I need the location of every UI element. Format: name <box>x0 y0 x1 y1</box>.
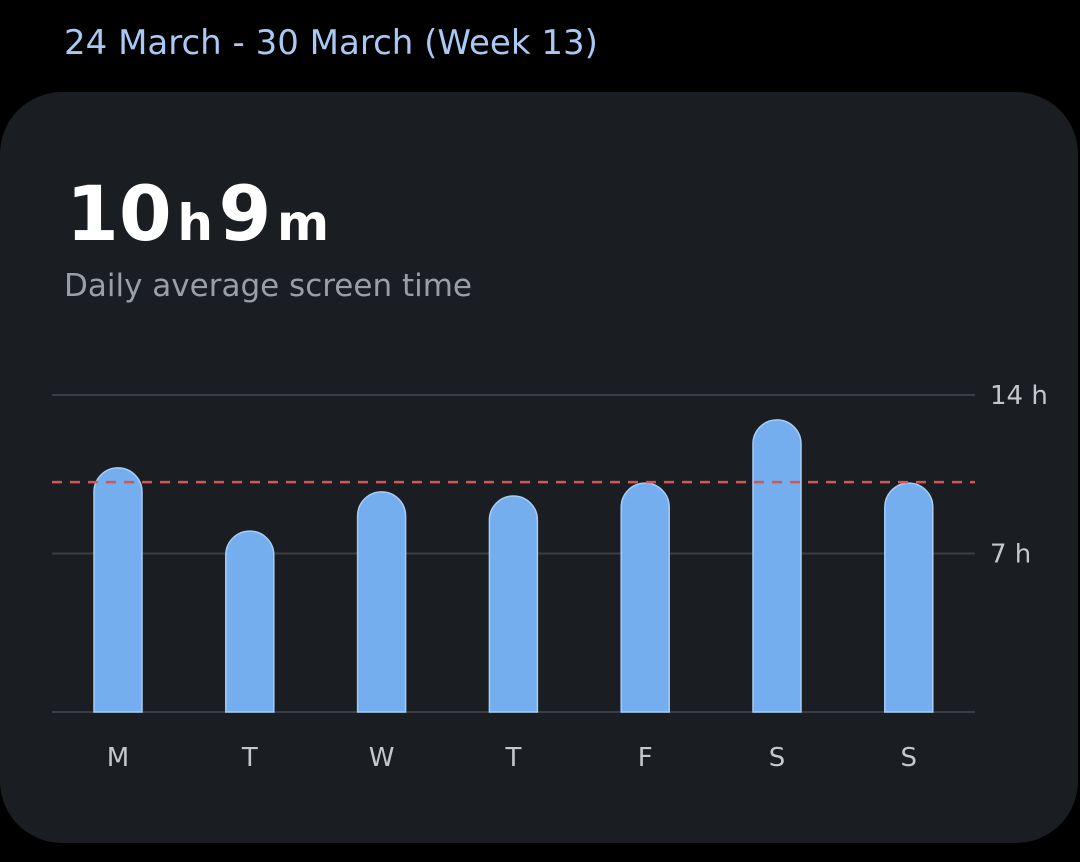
x-tick-label: T <box>241 743 258 773</box>
x-tick-label: W <box>369 743 395 773</box>
caption: Daily average screen time <box>64 268 472 304</box>
bar <box>620 482 670 713</box>
bar <box>752 419 802 713</box>
week-title[interactable]: 24 March - 30 March (Week 13) <box>64 23 598 63</box>
bar <box>884 482 934 713</box>
average-time: 10 h 9 m <box>66 169 329 258</box>
hours: 10 <box>66 169 172 258</box>
hours-unit: h <box>177 194 213 252</box>
x-tick-label: F <box>638 743 653 773</box>
minutes: 9 <box>219 169 272 258</box>
bar <box>488 495 539 713</box>
bar <box>225 530 275 713</box>
bar <box>93 467 143 713</box>
x-tick-label: M <box>107 743 129 773</box>
x-tick-label: T <box>504 743 521 773</box>
bar <box>356 491 407 713</box>
chart: 7 h 14 h M T W T F S S <box>52 381 1048 773</box>
x-tick-label: S <box>769 743 786 773</box>
y-tick-label: 14 h <box>990 381 1048 411</box>
x-tick-label: S <box>901 743 918 773</box>
y-tick-label: 7 h <box>990 540 1031 570</box>
minutes-unit: m <box>277 194 329 252</box>
